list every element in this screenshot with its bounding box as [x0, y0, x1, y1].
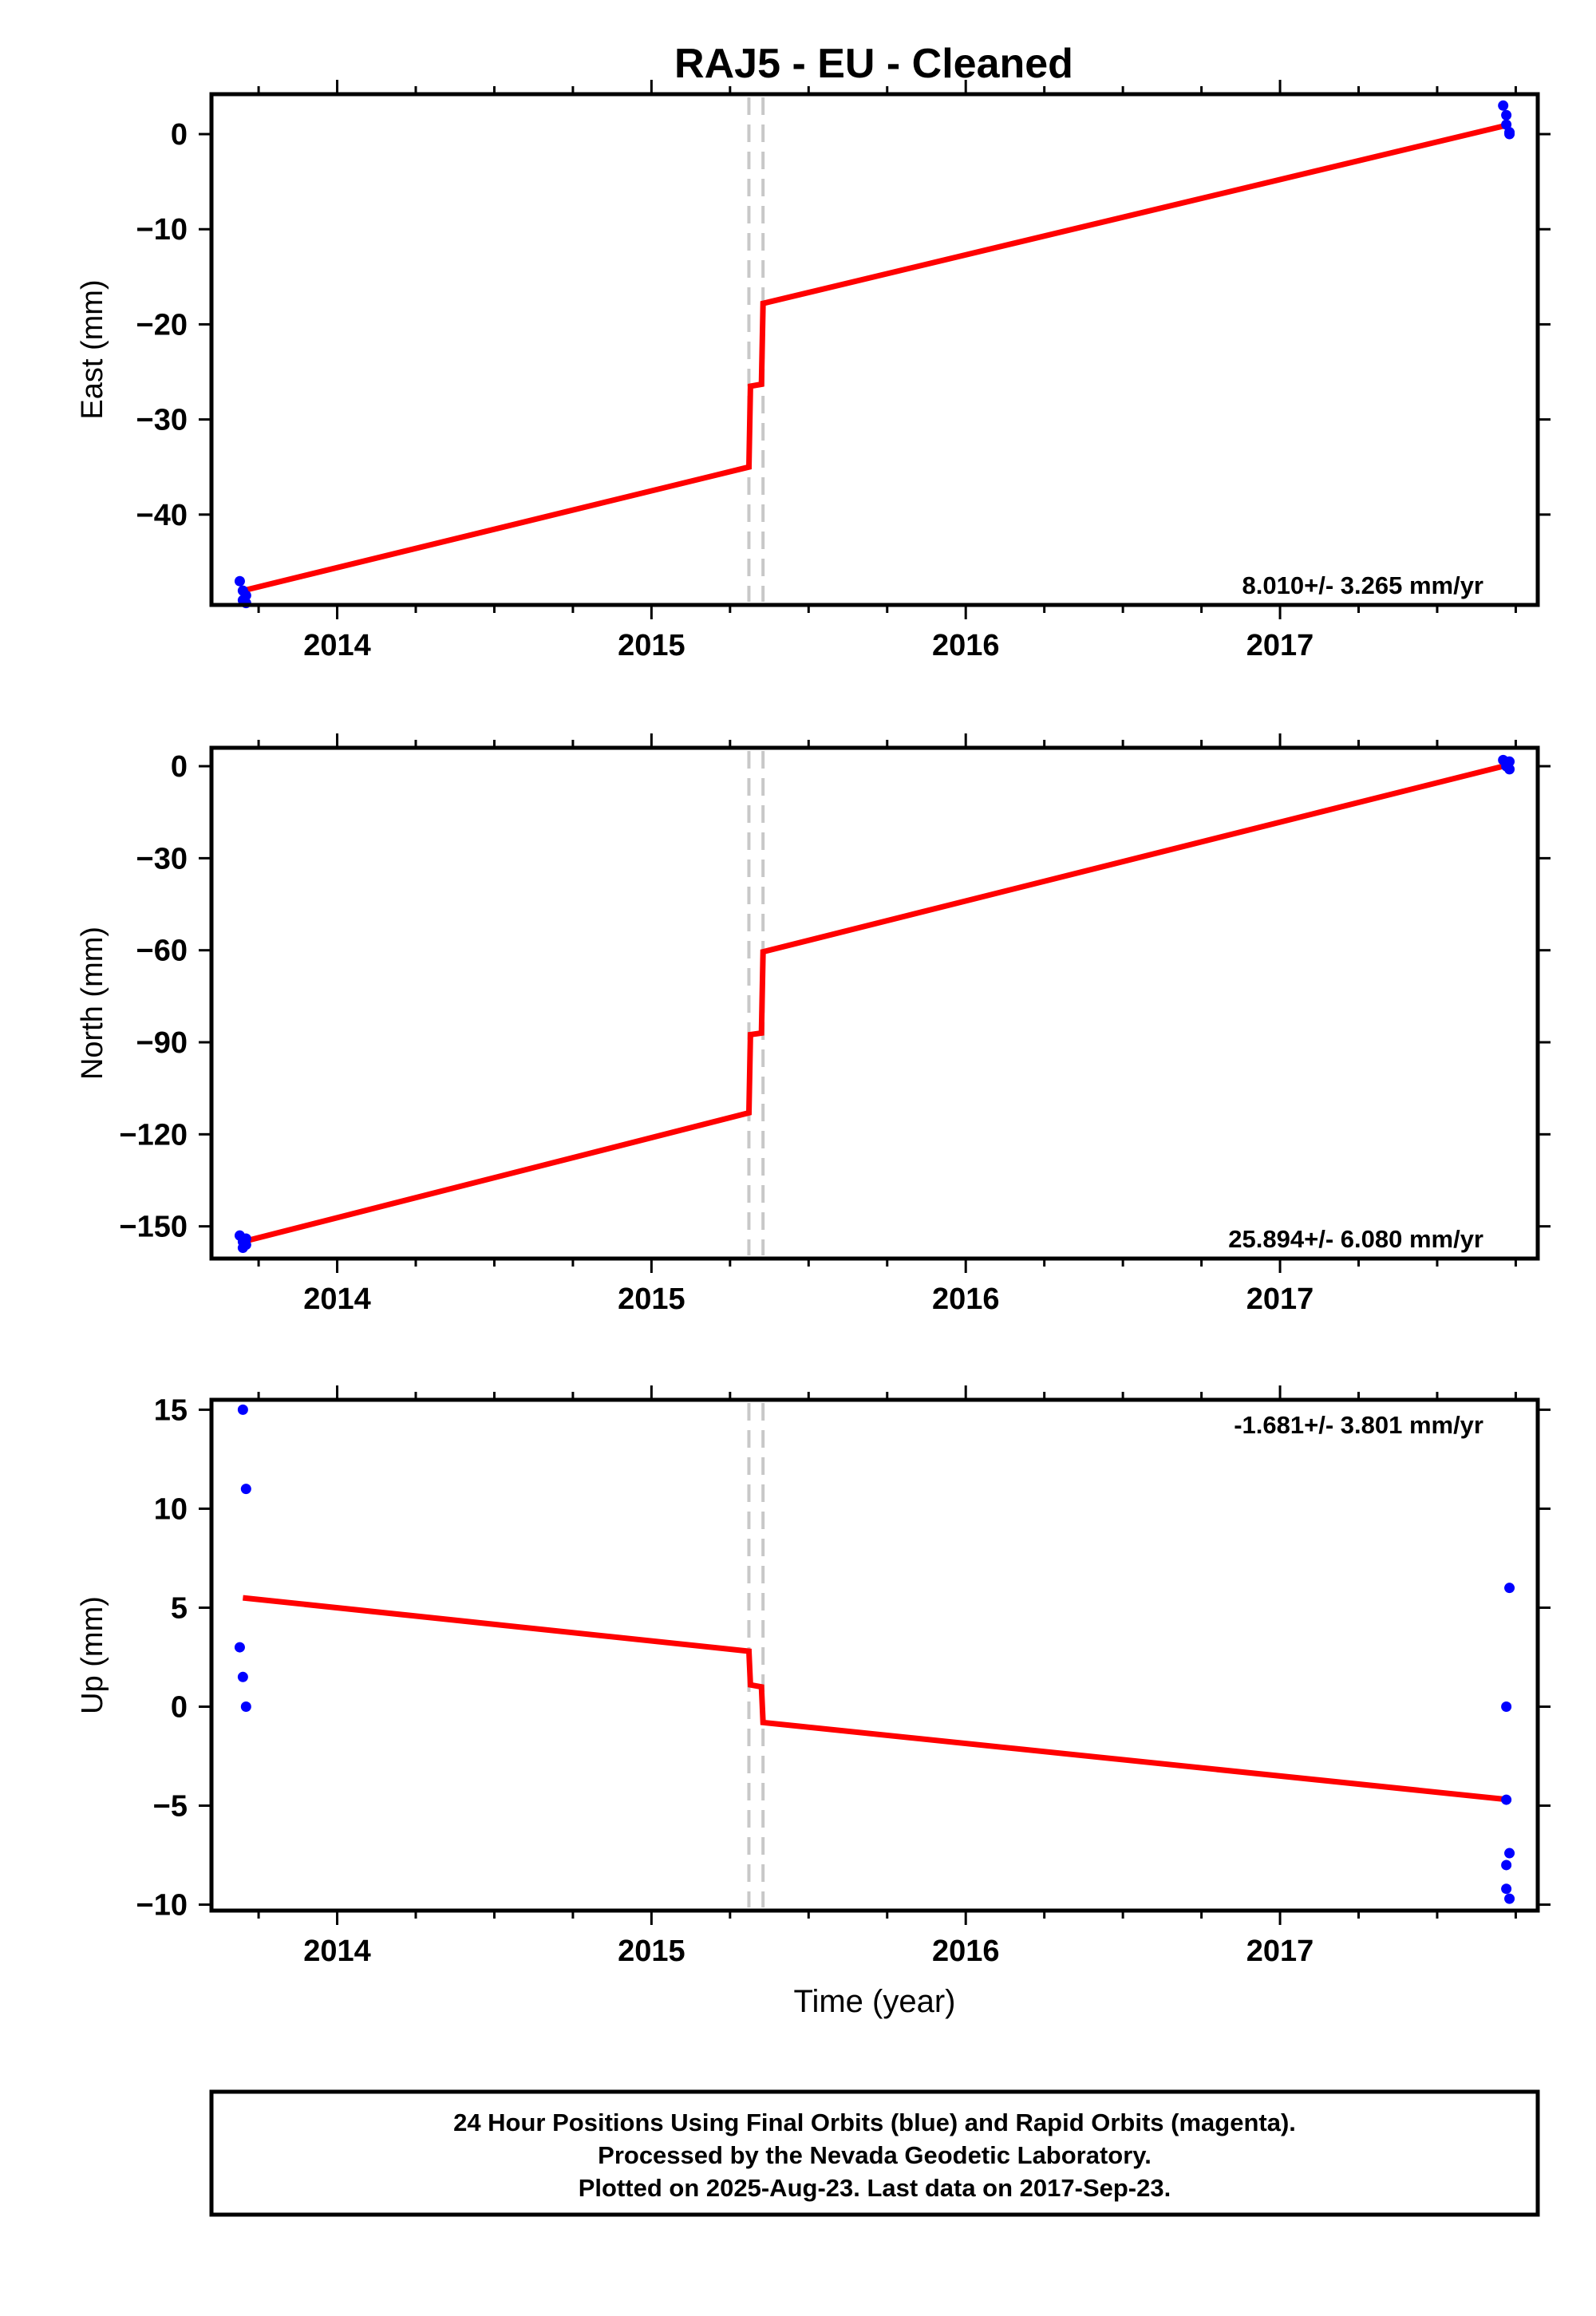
north-ytick-label: −90: [136, 1026, 188, 1060]
east-plot-frame: [209, 92, 1540, 607]
footer-line-3: Plotted on 2025-Aug-23. Last data on 201…: [579, 2174, 1171, 2202]
up-data-point: [1504, 1583, 1515, 1594]
north-data-point: [1504, 756, 1515, 767]
up-xtick-label: 2014: [303, 1935, 371, 1968]
north-data-point: [1504, 764, 1515, 775]
east-ytick-label: −30: [136, 404, 188, 437]
up-data-point: [1501, 1860, 1512, 1871]
up-xtick-label: 2015: [618, 1935, 685, 1968]
east-xtick-label: 2016: [932, 629, 1000, 662]
north-ytick-label: −60: [136, 935, 188, 968]
footer-line-2: Processed by the Nevada Geodetic Laborat…: [598, 2141, 1152, 2169]
north-xtick-label: 2015: [618, 1282, 685, 1316]
east-data-point: [240, 590, 251, 601]
up-ytick-label: −10: [136, 1889, 188, 1923]
up-data-point: [1501, 1794, 1512, 1805]
up-plot-frame: [209, 1397, 1540, 1913]
east-data-point: [1498, 100, 1509, 111]
north-xtick-label: 2016: [932, 1282, 1000, 1316]
east-model-line: [242, 121, 1511, 594]
up-data-point: [240, 1701, 251, 1712]
north-ytick-label: 0: [171, 750, 188, 784]
up-data-point: [240, 1484, 251, 1495]
north-xtick-label: 2017: [1246, 1282, 1314, 1316]
up-data-point: [1501, 1701, 1512, 1712]
east-ylabel: East (mm): [76, 279, 109, 419]
chart-title: RAJ5 - EU - Cleaned: [674, 41, 1073, 87]
up-xtick-label: 2017: [1246, 1935, 1314, 1968]
east-xtick-label: 2014: [303, 629, 371, 662]
east-rate-label: 8.010+/- 3.265 mm/yr: [1242, 571, 1483, 599]
up-xlabel: Time (year): [794, 1984, 956, 2019]
north-xtick-label: 2014: [303, 1282, 371, 1316]
up-ytick-label: 5: [171, 1591, 188, 1625]
north-ytick-label: −120: [119, 1118, 188, 1152]
east-data-point: [1504, 128, 1515, 140]
north-data-point: [240, 1239, 251, 1251]
up-ylabel: Up (mm): [76, 1596, 109, 1714]
footer-box: [209, 2089, 1540, 2217]
east-xtick-label: 2017: [1246, 629, 1314, 662]
panel-north: 2014 2015 2016 2017 0 −30 −60 −90 −120 −150 North …: [76, 733, 1551, 1316]
up-ytick-label: 10: [154, 1492, 188, 1526]
east-data-point: [1501, 109, 1512, 121]
panel-up: 2014 2015 2016 2017 15 10 5 0 −5 −10 Up (mm) Time (…: [76, 1385, 1551, 2019]
up-data-point: [237, 1404, 248, 1415]
up-data-point: [1501, 1883, 1512, 1895]
up-xtick-label: 2016: [932, 1935, 1000, 1968]
up-data-point: [237, 1671, 248, 1682]
up-ytick-label: 15: [154, 1393, 188, 1427]
east-ytick-label: −40: [136, 499, 188, 532]
east-ytick-label: 0: [171, 118, 188, 152]
up-data-point: [234, 1642, 245, 1653]
east-ytick-label: −20: [136, 308, 188, 342]
north-model-line: [242, 761, 1511, 1245]
up-data-point: [1504, 1848, 1515, 1859]
up-model-line: [243, 1595, 1510, 1803]
up-data-point: [1504, 1893, 1515, 1904]
north-rate-label: 25.894+/- 6.080 mm/yr: [1228, 1225, 1483, 1253]
east-ytick-label: −10: [136, 213, 188, 247]
footer-line-1: 24 Hour Positions Using Final Orbits (bl…: [453, 2109, 1296, 2136]
east-xtick-label: 2015: [618, 629, 685, 662]
panels: 2014 2015 2016 2017 0 −10 −20 −30 −40 East (mm) 8.…: [76, 80, 1551, 2019]
north-ytick-label: −30: [136, 842, 188, 875]
north-ytick-label: −150: [119, 1211, 188, 1244]
up-ytick-label: 0: [171, 1690, 188, 1724]
north-plot-frame: [209, 745, 1540, 1261]
panel-east: 2014 2015 2016 2017 0 −10 −20 −30 −40 East (mm) 8.…: [76, 80, 1551, 662]
east-data-point: [234, 575, 245, 587]
north-ylabel: North (mm): [76, 927, 109, 1080]
up-rate-label: -1.681+/- 3.801 mm/yr: [1234, 1411, 1483, 1439]
up-ytick-label: −5: [153, 1790, 188, 1824]
